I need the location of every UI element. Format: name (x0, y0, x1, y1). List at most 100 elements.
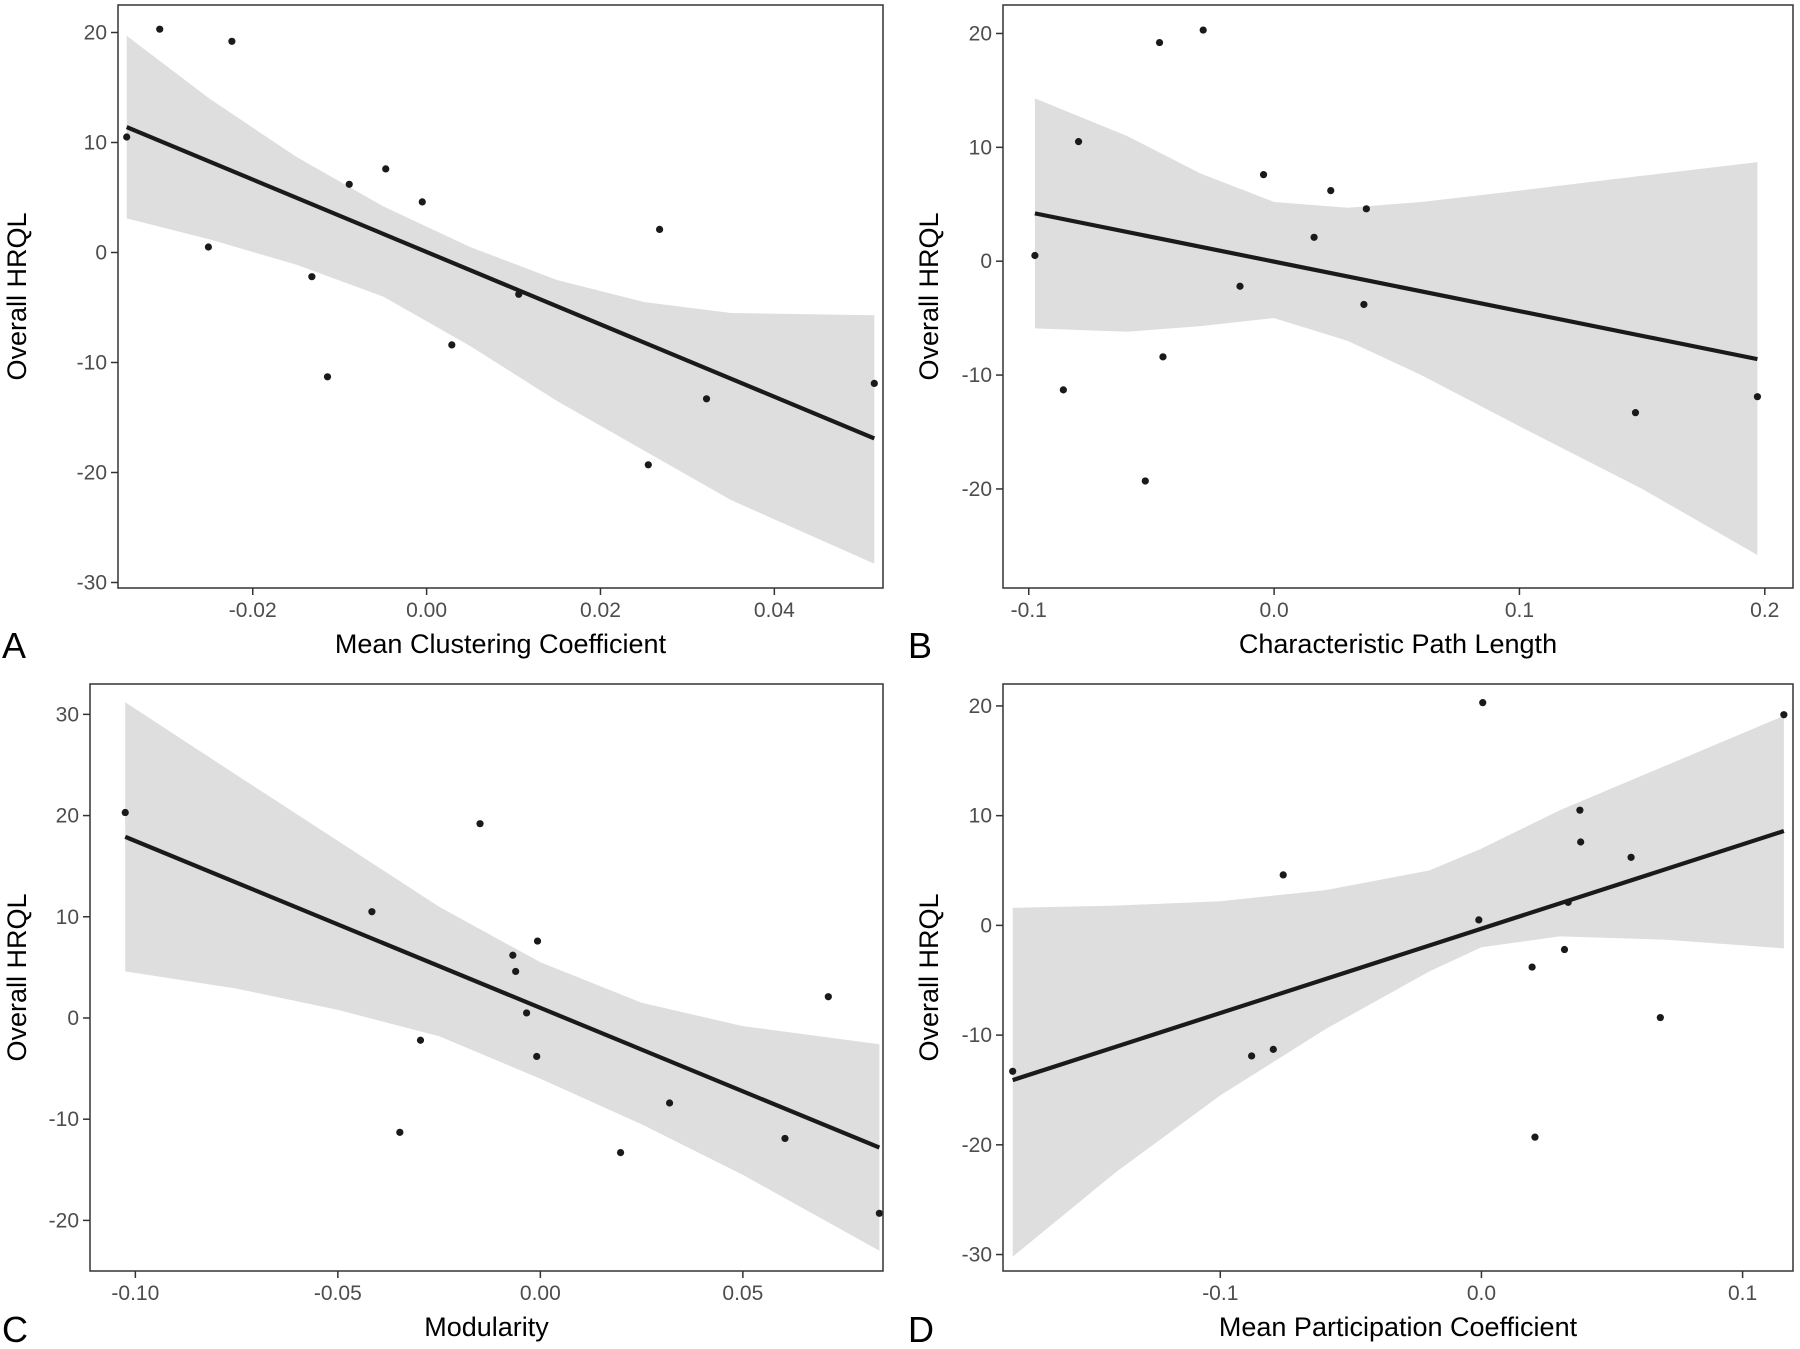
panel-a-x-tick-label: 0.02 (580, 599, 621, 622)
panel-b-point-9 (1259, 171, 1268, 179)
panel-b-y-tick-label: 0 (980, 250, 992, 273)
panel-a-y-tick-label: -10 (77, 352, 107, 375)
panel-b-point-13 (1362, 205, 1370, 213)
panel-d-point-3 (1269, 1045, 1277, 1053)
panel-b-plot-border (1002, 4, 1794, 589)
panel-d-x-tick-label: 0.1 (1728, 1282, 1757, 1305)
panel-b-point-15 (1753, 393, 1762, 401)
panel-d-point-8 (1531, 1133, 1539, 1141)
panel-d-y-tick-label: -30 (962, 1244, 992, 1267)
panel-b-point-5 (1155, 38, 1164, 47)
panel-c-x-tick-label: -0.10 (111, 1282, 159, 1305)
panel-c-regression-line (124, 834, 881, 1150)
panel-b-point-7 (1199, 26, 1207, 34)
panel-a-point-1 (123, 133, 131, 141)
panel-d-y-tick-label: 10 (969, 805, 992, 828)
panel-a-x-tick-label: 0.00 (406, 599, 447, 622)
panel-a-point-12 (644, 461, 652, 469)
panel-d-y-tick-label: -20 (962, 1134, 992, 1157)
panel-c-point-4 (416, 1036, 425, 1044)
panel-a-y-axis-title: Overall HRQL (2, 212, 32, 380)
panel-c-point-2 (368, 908, 376, 916)
panel-b-point-12 (1360, 300, 1368, 309)
panel-d-point-11 (1576, 806, 1584, 814)
panel-d-letter: D (908, 1309, 934, 1349)
panel-a-y-tick-label: -20 (77, 462, 107, 485)
panel-a: -0.02 0.00 0.02 0.04 -30 -20 -10 0 10 20 Mean Clus… (2, 4, 884, 666)
panel-b-point-11 (1327, 187, 1335, 195)
panel-a-plot-border (117, 4, 884, 589)
panel-b-point-6 (1159, 353, 1167, 361)
panel-d: -0.1 0.0 0.1 -30 -20 -10 0 10 20 Mean Participati… (908, 683, 1794, 1349)
panel-b-x-tick-label: -0.1 (1011, 599, 1047, 622)
panel-a-point-15 (870, 379, 878, 387)
panel-d-x-axis-title: Mean Participation Coefficient (1219, 1312, 1578, 1342)
panel-c-point-1 (121, 808, 129, 817)
panel-d-point-10 (1564, 898, 1572, 906)
panel-d-point-5 (1475, 916, 1483, 924)
panel-a-point-13 (655, 225, 664, 233)
panel-c-y-tick-label: 20 (56, 805, 79, 828)
panel-c: -0.10 -0.05 0.00 0.05 -20 -10 0 10 20 30 Modularit… (2, 683, 884, 1349)
panel-b-x-tick-label: 0.1 (1505, 599, 1534, 622)
panel-d-point-6 (1479, 699, 1487, 707)
panel-c-y-tick-label: 30 (56, 703, 79, 726)
panel-a-point-2 (156, 25, 164, 33)
panel-c-point-6 (509, 951, 517, 959)
panel-b-y-tick-label: 10 (969, 136, 992, 159)
panel-b-x-tick-label: 0.0 (1260, 599, 1289, 622)
panel-b-x-axis-title: Characteristic Path Length (1239, 629, 1557, 659)
panel-d-y-tick-label: -10 (962, 1024, 992, 1047)
panel-c-point-9 (533, 937, 542, 945)
panel-b-x-tick-label: 0.2 (1750, 599, 1779, 622)
panel-d-point-4 (1279, 871, 1287, 879)
panel-a-y-tick-label: -30 (77, 572, 107, 595)
panel-d-point-13 (1627, 853, 1635, 861)
panel-b-y-tick-label: -10 (962, 364, 992, 387)
panel-d-point-15 (1780, 711, 1788, 719)
panel-d-x-tick-label: -0.1 (1202, 1282, 1238, 1305)
panel-c-y-axis-title: Overall HRQL (2, 893, 32, 1061)
panel-d-point-14 (1656, 1013, 1664, 1022)
panel-c-point-7 (512, 967, 520, 976)
panel-c-y-tick-label: 0 (67, 1007, 79, 1030)
panel-b-confidence-band (1034, 98, 1758, 556)
panel-a-y-tick-label: 20 (84, 22, 107, 45)
panel-c-x-tick-label: 0.00 (520, 1282, 561, 1305)
panel-b-point-8 (1236, 282, 1244, 290)
panel-a-letter: A (2, 625, 26, 666)
panel-b-regression-line (1034, 211, 1758, 362)
panel-a-point-10 (448, 341, 456, 349)
panel-c-confidence-band (125, 702, 880, 1251)
panel-b-y-axis-title: Overall HRQL (914, 212, 944, 380)
panel-d-point-2 (1248, 1052, 1256, 1060)
panel-c-point-5 (476, 820, 484, 828)
panel-b-point-4 (1141, 477, 1149, 485)
panel-c-point-8 (522, 1009, 531, 1017)
panel-a-point-5 (308, 273, 316, 281)
panel-c-plot-border (89, 683, 884, 1272)
panel-b: -0.1 0.0 0.1 0.2 -20 -10 0 10 20 Characteristic P… (908, 4, 1794, 666)
panel-d-point-7 (1528, 963, 1536, 971)
panel-d-y-tick-label: 0 (980, 914, 992, 937)
panel-d-regression-line (1012, 829, 1785, 1083)
panel-a-x-axis-title: Mean Clustering Coefficient (335, 629, 667, 659)
panel-d-point-1 (1009, 1067, 1017, 1075)
panel-c-point-3 (396, 1128, 404, 1136)
panel-d-plot-border (1002, 683, 1794, 1272)
panel-d-confidence-band (1012, 715, 1784, 1257)
panel-a-point-14 (702, 395, 711, 403)
panel-c-x-tick-label: 0.05 (722, 1282, 763, 1305)
panel-d-y-axis-title: Overall HRQL (914, 893, 944, 1061)
panel-a-point-11 (515, 290, 523, 298)
panel-c-point-14 (824, 993, 832, 1001)
panel-c-point-13 (781, 1134, 789, 1143)
panel-a-point-8 (382, 165, 390, 173)
panel-c-y-tick-label: -20 (49, 1209, 79, 1232)
panel-b-y-tick-label: 20 (969, 22, 992, 45)
panel-b-point-14 (1631, 409, 1640, 417)
panel-a-point-9 (418, 198, 426, 206)
panel-a-point-4 (204, 243, 213, 251)
panel-b-point-3 (1074, 138, 1083, 146)
panel-c-letter: C (2, 1309, 28, 1349)
